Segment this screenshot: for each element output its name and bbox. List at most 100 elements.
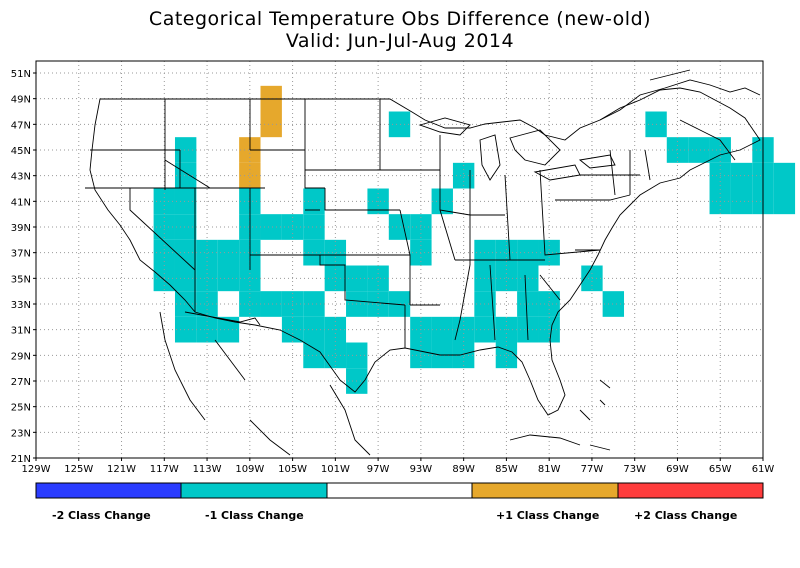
legend-zero-swatch <box>326 482 473 499</box>
lat-tick-label: 33N <box>11 300 31 311</box>
lat-tick-label: 27N <box>11 377 31 388</box>
plus1-cell <box>260 111 282 138</box>
difference-cells <box>153 85 796 394</box>
legend-plus2-swatch <box>617 482 764 499</box>
lat-tick-label: 31N <box>11 326 31 337</box>
minus1-cell <box>602 291 625 317</box>
minus1-cell <box>303 214 325 240</box>
minus1-cell <box>174 316 197 343</box>
lat-tick-label: 25N <box>11 403 31 414</box>
legend-minus1-swatch <box>180 482 328 499</box>
lon-tick-label: 113W <box>193 464 222 475</box>
minus1-cell <box>174 239 197 266</box>
minus1-cell <box>196 265 218 292</box>
lat-tick-label: 51N <box>11 69 31 80</box>
lat-tick-label: 23N <box>11 428 31 439</box>
minus1-cell <box>303 239 325 266</box>
minus1-cell <box>324 342 347 369</box>
lon-tick-label: 101W <box>321 464 350 475</box>
minus1-cell <box>260 291 282 317</box>
minus1-cell <box>260 214 282 240</box>
minus1-cell <box>538 239 560 266</box>
longitude-labels: 129W 125W 121W 117W 113W 109W 105W 101W 97W 93W 89… <box>22 458 775 475</box>
minus1-cell <box>495 239 518 266</box>
minus1-cell <box>367 265 389 292</box>
minus1-cell <box>517 239 539 266</box>
lat-tick-label: 43N <box>11 172 31 183</box>
minus1-cell <box>196 291 218 317</box>
color-legend: -2 Class Change -1 Class Change +1 Class… <box>35 482 764 522</box>
lon-tick-label: 125W <box>64 464 93 475</box>
minus1-cell <box>303 291 325 317</box>
minus1-cell <box>303 342 325 369</box>
lon-tick-label: 61W <box>752 464 775 475</box>
minus1-cell <box>431 188 453 215</box>
plus1-cell <box>239 162 261 189</box>
legend-plus2-label: +2 Class Change <box>634 509 737 522</box>
lon-tick-label: 105W <box>278 464 307 475</box>
lat-tick-label: 47N <box>11 120 31 131</box>
minus1-cell <box>730 188 753 215</box>
lon-tick-label: 121W <box>107 464 136 475</box>
minus1-cell <box>517 265 539 292</box>
minus1-cell <box>324 265 347 292</box>
chart-title: Categorical Temperature Obs Difference (… <box>148 8 652 30</box>
lon-tick-label: 77W <box>581 464 604 475</box>
minus1-cell <box>239 291 261 317</box>
lon-tick-label: 97W <box>367 464 390 475</box>
minus1-cell <box>196 239 218 266</box>
minus1-cell <box>688 137 710 163</box>
lon-tick-label: 85W <box>495 464 518 475</box>
legend-plus1-swatch <box>471 482 619 499</box>
chart-subtitle: Valid: Jun-Jul-Aug 2014 <box>285 30 515 52</box>
lat-tick-label: 41N <box>11 197 31 208</box>
lon-tick-label: 129W <box>22 464 51 475</box>
minus1-cell <box>452 342 475 369</box>
minus1-cell <box>517 291 539 317</box>
minus1-cell <box>174 265 197 292</box>
minus1-cell <box>474 291 496 317</box>
minus1-cell <box>773 162 796 189</box>
minus1-cell <box>303 188 325 215</box>
lat-tick-label: 39N <box>11 223 31 234</box>
lat-tick-label: 35N <box>11 274 31 285</box>
lon-tick-label: 109W <box>235 464 264 475</box>
lon-tick-label: 65W <box>709 464 732 475</box>
minus1-cell <box>174 162 197 189</box>
minus1-cell <box>174 188 197 215</box>
minus1-cell <box>773 188 796 215</box>
lon-tick-label: 73W <box>623 464 646 475</box>
minus1-cell <box>730 162 753 189</box>
state-borders <box>85 69 761 456</box>
lat-tick-label: 49N <box>11 95 31 106</box>
us-outline <box>89 87 761 416</box>
minus1-cell <box>495 265 518 292</box>
legend-plus1-label: +1 Class Change <box>496 509 599 522</box>
lat-tick-label: 37N <box>11 249 31 260</box>
plot-frame <box>35 60 764 459</box>
minus1-cell <box>174 291 197 317</box>
minus1-cell <box>452 162 475 189</box>
minus1-cell <box>538 291 560 317</box>
lon-tick-label: 93W <box>410 464 433 475</box>
legend-minus2-swatch <box>35 482 182 499</box>
great-lakes <box>418 117 616 181</box>
lon-tick-label: 117W <box>150 464 179 475</box>
minus1-cell <box>388 111 411 138</box>
lat-tick-label: 29N <box>11 351 31 362</box>
minus1-cell <box>581 265 603 292</box>
lat-tick-label: 21N <box>11 454 31 465</box>
coast-fragment <box>159 69 761 456</box>
minus1-cell <box>495 342 518 369</box>
state-line <box>85 99 651 348</box>
lat-tick-label: 45N <box>11 146 31 157</box>
lon-tick-label: 69W <box>666 464 689 475</box>
lon-tick-label: 81W <box>538 464 561 475</box>
minus1-cell <box>431 316 453 343</box>
minus1-cell <box>174 214 197 240</box>
minus1-cell <box>367 291 389 317</box>
legend-minus1-label: -1 Class Change <box>205 509 304 522</box>
legend-minus2-label: -2 Class Change <box>52 509 151 522</box>
minus1-cell <box>474 239 496 266</box>
